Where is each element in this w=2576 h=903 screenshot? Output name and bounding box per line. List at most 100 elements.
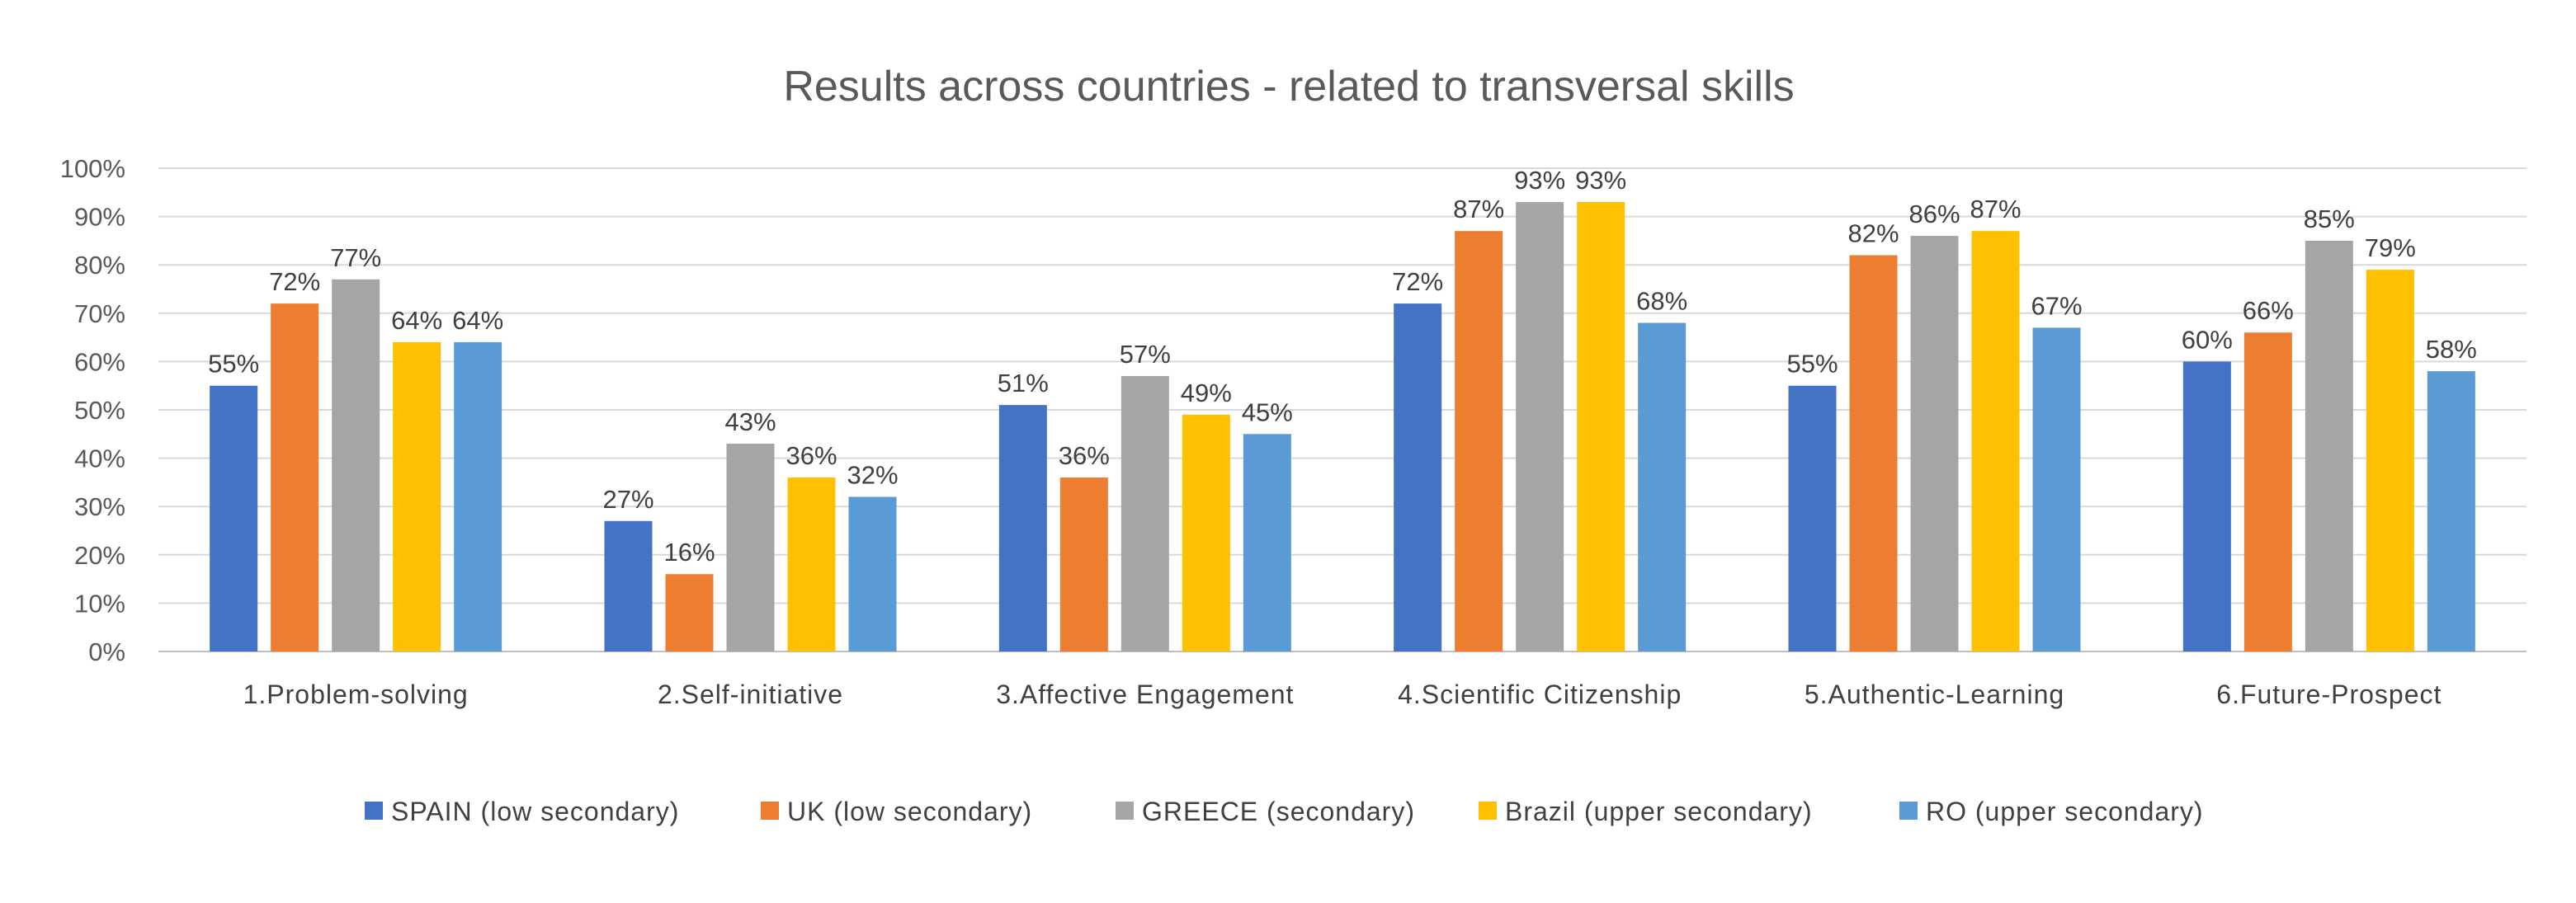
legend-label: RO (upper secondary)	[1926, 797, 2204, 826]
data-label: 64%	[452, 306, 503, 335]
data-labels: 55% 72% 77% 64% 64% 27% 16% 43% 36% 32% 51% 36% 57% 4…	[208, 166, 2477, 567]
legend-swatch	[1899, 802, 1918, 820]
bar	[1182, 414, 1230, 651]
data-label: 85%	[2304, 205, 2355, 233]
legend-item[interactable]: Brazil (upper secondary)	[1479, 797, 1813, 826]
legend-swatch	[365, 802, 383, 820]
data-label: 45%	[1242, 397, 1293, 426]
bar	[2243, 332, 2292, 651]
bar	[604, 520, 653, 651]
legend-item[interactable]: GREECE (secondary)	[1116, 797, 1415, 826]
x-tick-label: 5.Authentic-Learning	[1805, 680, 2064, 709]
bar	[1910, 236, 1959, 651]
data-label: 55%	[208, 350, 259, 379]
bar	[1788, 385, 1837, 651]
y-tick-label: 100%	[60, 154, 125, 183]
data-label: 87%	[1970, 195, 2021, 223]
legend-item[interactable]: RO (upper secondary)	[1899, 797, 2204, 826]
data-label: 36%	[1059, 441, 1110, 470]
bar	[2182, 361, 2231, 651]
bar	[1971, 231, 2020, 651]
data-label: 27%	[602, 485, 653, 514]
y-tick-label: 50%	[74, 396, 125, 425]
data-label: 16%	[663, 538, 715, 567]
x-tick-label: 4.Scientific Citizenship	[1398, 680, 1682, 709]
bars	[210, 202, 2475, 651]
data-label: 32%	[847, 460, 898, 489]
y-axis-ticks: 0% 10% 20% 30% 40% 50% 60% 70% 80% 90% 100%	[60, 154, 125, 666]
data-label: 77%	[330, 243, 381, 272]
bar	[1121, 375, 1169, 651]
bar	[1516, 202, 1564, 651]
data-label: 68%	[1636, 287, 1687, 316]
data-label: 93%	[1575, 166, 1626, 195]
y-tick-label: 70%	[74, 299, 125, 328]
legend-label: GREECE (secondary)	[1142, 797, 1415, 826]
y-tick-label: 10%	[74, 589, 125, 618]
data-label: 93%	[1514, 166, 1565, 195]
data-label: 36%	[786, 441, 837, 470]
bar	[1394, 303, 1442, 651]
legend-swatch	[1479, 802, 1497, 820]
legend-swatch	[1116, 802, 1134, 820]
y-tick-label: 80%	[74, 251, 125, 280]
bar	[2366, 270, 2414, 651]
data-label: 72%	[269, 267, 320, 296]
x-tick-label: 2.Self-initiative	[658, 680, 843, 709]
bar	[271, 303, 319, 651]
bar	[1059, 477, 1108, 651]
data-label: 55%	[1786, 350, 1838, 379]
legend-label: SPAIN (low secondary)	[391, 797, 679, 826]
bar	[2032, 327, 2081, 651]
data-label: 86%	[1908, 200, 1960, 228]
legend-item[interactable]: UK (low secondary)	[761, 797, 1032, 826]
legend-swatch	[761, 802, 779, 820]
bar	[726, 444, 775, 651]
y-tick-label: 40%	[74, 444, 125, 473]
legend-item[interactable]: SPAIN (low secondary)	[365, 797, 679, 826]
bar	[998, 405, 1047, 651]
y-tick-label: 30%	[74, 492, 125, 521]
y-tick-label: 60%	[74, 347, 125, 376]
data-label: 66%	[2243, 296, 2294, 325]
data-label: 87%	[1453, 195, 1504, 223]
data-label: 57%	[1120, 340, 1171, 369]
bar	[454, 341, 502, 651]
y-tick-label: 0%	[88, 637, 125, 666]
y-tick-label: 90%	[74, 203, 125, 232]
data-label: 79%	[2365, 233, 2416, 262]
data-label: 64%	[391, 306, 442, 335]
data-label: 72%	[1392, 267, 1443, 296]
bar	[1455, 231, 1503, 651]
bar	[332, 279, 380, 651]
bar	[210, 385, 258, 651]
data-label: 49%	[1181, 379, 1232, 407]
x-tick-label: 3.Affective Engagement	[996, 680, 1294, 709]
bar	[1577, 202, 1625, 651]
x-tick-label: 1.Problem-solving	[243, 680, 469, 709]
legend-label: Brazil (upper secondary)	[1505, 797, 1813, 826]
bar	[2427, 371, 2475, 651]
chart-title: Results across countries - related to tr…	[783, 63, 1794, 111]
bar	[2305, 240, 2353, 651]
legend[interactable]: SPAIN (low secondary) UK (low secondary) G…	[365, 797, 2204, 826]
x-tick-label: 6.Future-Prospect	[2216, 680, 2442, 709]
x-axis-ticks: 1.Problem-solving 2.Self-initiative 3.Affe…	[243, 680, 2442, 709]
bar	[1849, 255, 1898, 651]
bar	[1638, 322, 1687, 651]
data-label: 43%	[724, 407, 776, 436]
data-label: 58%	[2426, 335, 2477, 364]
data-label: 67%	[2031, 291, 2082, 320]
data-label: 51%	[998, 369, 1049, 397]
bar	[787, 477, 836, 651]
bar	[848, 496, 897, 651]
bar	[665, 574, 714, 651]
data-label: 60%	[2182, 325, 2233, 354]
legend-label: UK (low secondary)	[787, 797, 1032, 826]
bar	[1243, 434, 1291, 651]
data-label: 82%	[1847, 219, 1899, 247]
bar	[393, 341, 441, 651]
y-tick-label: 20%	[74, 541, 125, 570]
